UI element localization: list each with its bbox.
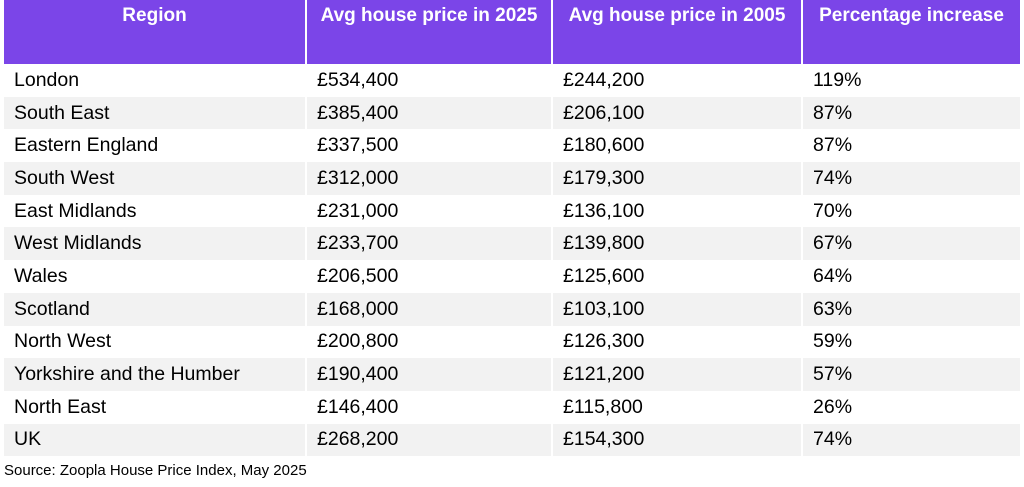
table-row: South West £312,000 £179,300 74%: [4, 162, 1020, 195]
cell-percentage-increase: 67%: [802, 227, 1020, 261]
cell-price-2025: £312,000: [306, 162, 553, 195]
cell-price-2025: £233,700: [306, 227, 553, 261]
cell-price-2025: £385,400: [306, 96, 553, 130]
table-row: West Midlands £233,700 £139,800 67%: [4, 227, 1020, 261]
cell-price-2005: £244,200: [552, 64, 803, 97]
cell-price-2005: £136,100: [552, 194, 803, 228]
table-row: East Midlands £231,000 £136,100 70%: [4, 194, 1020, 228]
cell-percentage-increase: 87%: [802, 96, 1020, 130]
cell-price-2005: £179,300: [552, 162, 803, 195]
cell-price-2025: £146,400: [306, 390, 553, 424]
cell-percentage-increase: 63%: [802, 292, 1020, 326]
cell-percentage-increase: 70%: [802, 194, 1020, 228]
table-row: Yorkshire and the Humber £190,400 £121,200…: [4, 358, 1020, 391]
table-row: Wales £206,500 £125,600 64%: [4, 260, 1020, 293]
cell-price-2025: £190,400: [306, 358, 553, 391]
cell-percentage-increase: 26%: [802, 390, 1020, 424]
cell-percentage-increase: 74%: [802, 423, 1020, 457]
table-row: South East £385,400 £206,100 87%: [4, 96, 1020, 130]
cell-price-2005: £154,300: [552, 423, 803, 457]
cell-price-2005: £206,100: [552, 96, 803, 130]
cell-region: Eastern England: [4, 129, 307, 163]
cell-region: West Midlands: [4, 227, 307, 261]
cell-price-2025: £337,500: [306, 129, 553, 163]
header-region: Region: [4, 0, 307, 64]
header-price-2025: Avg house price in 2025: [306, 0, 553, 64]
table-header-row: Region Avg house price in 2025 Avg house…: [4, 0, 1020, 64]
table-row: Eastern England £337,500 £180,600 87%: [4, 129, 1020, 163]
cell-price-2005: £126,300: [552, 325, 803, 359]
cell-price-2025: £206,500: [306, 260, 553, 293]
cell-region: South East: [4, 96, 307, 130]
cell-region: North East: [4, 390, 307, 424]
cell-percentage-increase: 64%: [802, 260, 1020, 293]
cell-region: UK: [4, 423, 307, 457]
cell-price-2025: £268,200: [306, 423, 553, 457]
cell-price-2005: £180,600: [552, 129, 803, 163]
cell-percentage-increase: 57%: [802, 358, 1020, 391]
table-row: North East £146,400 £115,800 26%: [4, 390, 1020, 424]
cell-price-2005: £139,800: [552, 227, 803, 261]
cell-price-2025: £231,000: [306, 194, 553, 228]
cell-price-2005: £121,200: [552, 358, 803, 391]
cell-percentage-increase: 74%: [802, 162, 1020, 195]
header-percentage-increase: Percentage increase: [802, 0, 1020, 64]
cell-region: Scotland: [4, 292, 307, 326]
table-row: UK £268,200 £154,300 74%: [4, 423, 1020, 457]
cell-region: London: [4, 64, 307, 97]
source-note: Source: Zoopla House Price Index, May 20…: [4, 462, 307, 479]
cell-region: East Midlands: [4, 194, 307, 228]
cell-price-2005: £115,800: [552, 390, 803, 424]
table-body: London £534,400 £244,200 119% South East £385…: [4, 64, 1020, 457]
cell-percentage-increase: 59%: [802, 325, 1020, 359]
cell-price-2005: £125,600: [552, 260, 803, 293]
header-price-2005: Avg house price in 2005: [552, 0, 803, 64]
cell-percentage-increase: 119%: [802, 64, 1020, 97]
house-price-table-container: Region Avg house price in 2025 Avg house…: [4, 0, 1020, 457]
cell-percentage-increase: 87%: [802, 129, 1020, 163]
cell-region: North West: [4, 325, 307, 359]
cell-price-2005: £103,100: [552, 292, 803, 326]
house-price-table: Region Avg house price in 2025 Avg house…: [4, 0, 1020, 457]
cell-region: Wales: [4, 260, 307, 293]
cell-price-2025: £168,000: [306, 292, 553, 326]
cell-price-2025: £200,800: [306, 325, 553, 359]
cell-region: South West: [4, 162, 307, 195]
table-row: Scotland £168,000 £103,100 63%: [4, 292, 1020, 326]
table-row: London £534,400 £244,200 119%: [4, 64, 1020, 97]
cell-region: Yorkshire and the Humber: [4, 358, 307, 391]
cell-price-2025: £534,400: [306, 64, 553, 97]
table-row: North West £200,800 £126,300 59%: [4, 325, 1020, 359]
